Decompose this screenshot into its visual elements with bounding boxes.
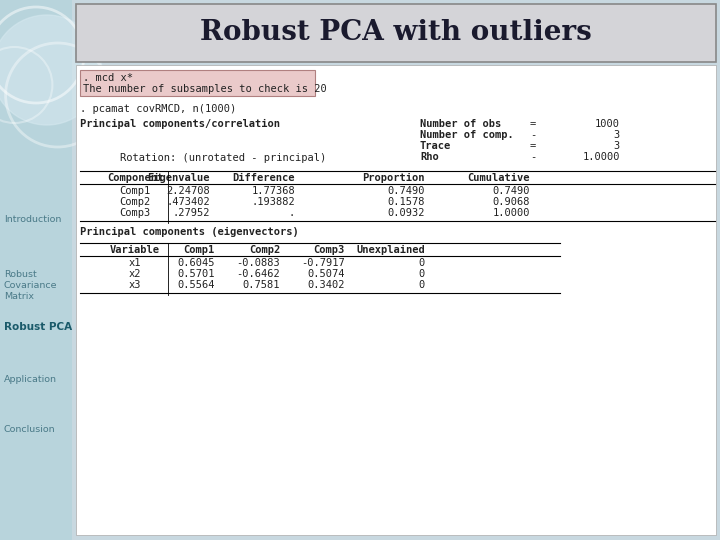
Text: Comp1: Comp1 [120, 186, 150, 196]
Text: Unexplained: Unexplained [356, 245, 425, 255]
Text: -: - [530, 152, 536, 162]
Text: Robust
Covariance
Matrix: Robust Covariance Matrix [4, 270, 58, 301]
Text: -0.6462: -0.6462 [236, 269, 280, 279]
Text: .27952: .27952 [173, 208, 210, 218]
Text: Conclusion: Conclusion [4, 425, 55, 434]
Circle shape [0, 15, 102, 125]
Text: Component: Component [107, 173, 163, 183]
Text: -: - [530, 130, 536, 140]
Text: 0.7490: 0.7490 [387, 186, 425, 196]
Text: 1.77368: 1.77368 [251, 186, 295, 196]
Text: Rho: Rho [420, 152, 438, 162]
FancyBboxPatch shape [76, 4, 716, 62]
Text: -0.0883: -0.0883 [236, 258, 280, 268]
Text: . mcd x*: . mcd x* [83, 73, 133, 83]
Text: Number of obs: Number of obs [420, 119, 501, 129]
Text: .: . [289, 208, 295, 218]
Text: 0.5564: 0.5564 [178, 280, 215, 290]
Text: =: = [530, 119, 536, 129]
Text: 0.0932: 0.0932 [387, 208, 425, 218]
Text: Comp3: Comp3 [314, 245, 345, 255]
Text: 0.3402: 0.3402 [307, 280, 345, 290]
Text: Number of comp.: Number of comp. [420, 130, 514, 140]
Text: Cumulative: Cumulative [467, 173, 530, 183]
Text: x2: x2 [129, 269, 141, 279]
Text: . pcamat covRMCD, n(1000): . pcamat covRMCD, n(1000) [80, 104, 236, 114]
Text: Comp2: Comp2 [248, 245, 280, 255]
Bar [76, 65, 716, 535]
Text: Comp2: Comp2 [120, 197, 150, 207]
Text: Comp1: Comp1 [184, 245, 215, 255]
Text: Principal components (eigenvectors): Principal components (eigenvectors) [80, 227, 299, 237]
Text: Application: Application [4, 375, 57, 384]
Text: 0.6045: 0.6045 [178, 258, 215, 268]
Text: =: = [530, 141, 536, 151]
Text: The number of subsamples to check is 20: The number of subsamples to check is 20 [83, 84, 327, 94]
Text: 2.24708: 2.24708 [166, 186, 210, 196]
Text: 3: 3 [613, 130, 620, 140]
Text: .473402: .473402 [166, 197, 210, 207]
Text: 1.0000: 1.0000 [492, 208, 530, 218]
Text: 0.7490: 0.7490 [492, 186, 530, 196]
Text: Robust PCA: Robust PCA [4, 322, 72, 332]
Text: Proportion: Proportion [362, 173, 425, 183]
Bar [0, 0, 72, 540]
Text: 0: 0 [419, 258, 425, 268]
Text: 0: 0 [419, 280, 425, 290]
Text: 0.5074: 0.5074 [307, 269, 345, 279]
Text: Rotation: (unrotated - principal): Rotation: (unrotated - principal) [95, 153, 326, 163]
Text: 1000: 1000 [595, 119, 620, 129]
FancyBboxPatch shape [80, 70, 315, 96]
Text: Introduction: Introduction [4, 215, 61, 224]
Text: Trace: Trace [420, 141, 451, 151]
Text: Eigenvalue: Eigenvalue [148, 173, 210, 183]
Text: 0: 0 [419, 269, 425, 279]
Text: Robust PCA with outliers: Robust PCA with outliers [200, 19, 592, 46]
Text: Difference: Difference [233, 173, 295, 183]
Text: 0.5701: 0.5701 [178, 269, 215, 279]
Text: x1: x1 [129, 258, 141, 268]
Text: -0.7917: -0.7917 [301, 258, 345, 268]
Text: 0.1578: 0.1578 [387, 197, 425, 207]
Text: Principal components/correlation: Principal components/correlation [80, 119, 280, 129]
Text: .193882: .193882 [251, 197, 295, 207]
Text: 0.9068: 0.9068 [492, 197, 530, 207]
Text: 1.0000: 1.0000 [582, 152, 620, 162]
Text: Comp3: Comp3 [120, 208, 150, 218]
Text: Variable: Variable [110, 245, 160, 255]
Text: x3: x3 [129, 280, 141, 290]
Text: 0.7581: 0.7581 [243, 280, 280, 290]
Text: 3: 3 [613, 141, 620, 151]
